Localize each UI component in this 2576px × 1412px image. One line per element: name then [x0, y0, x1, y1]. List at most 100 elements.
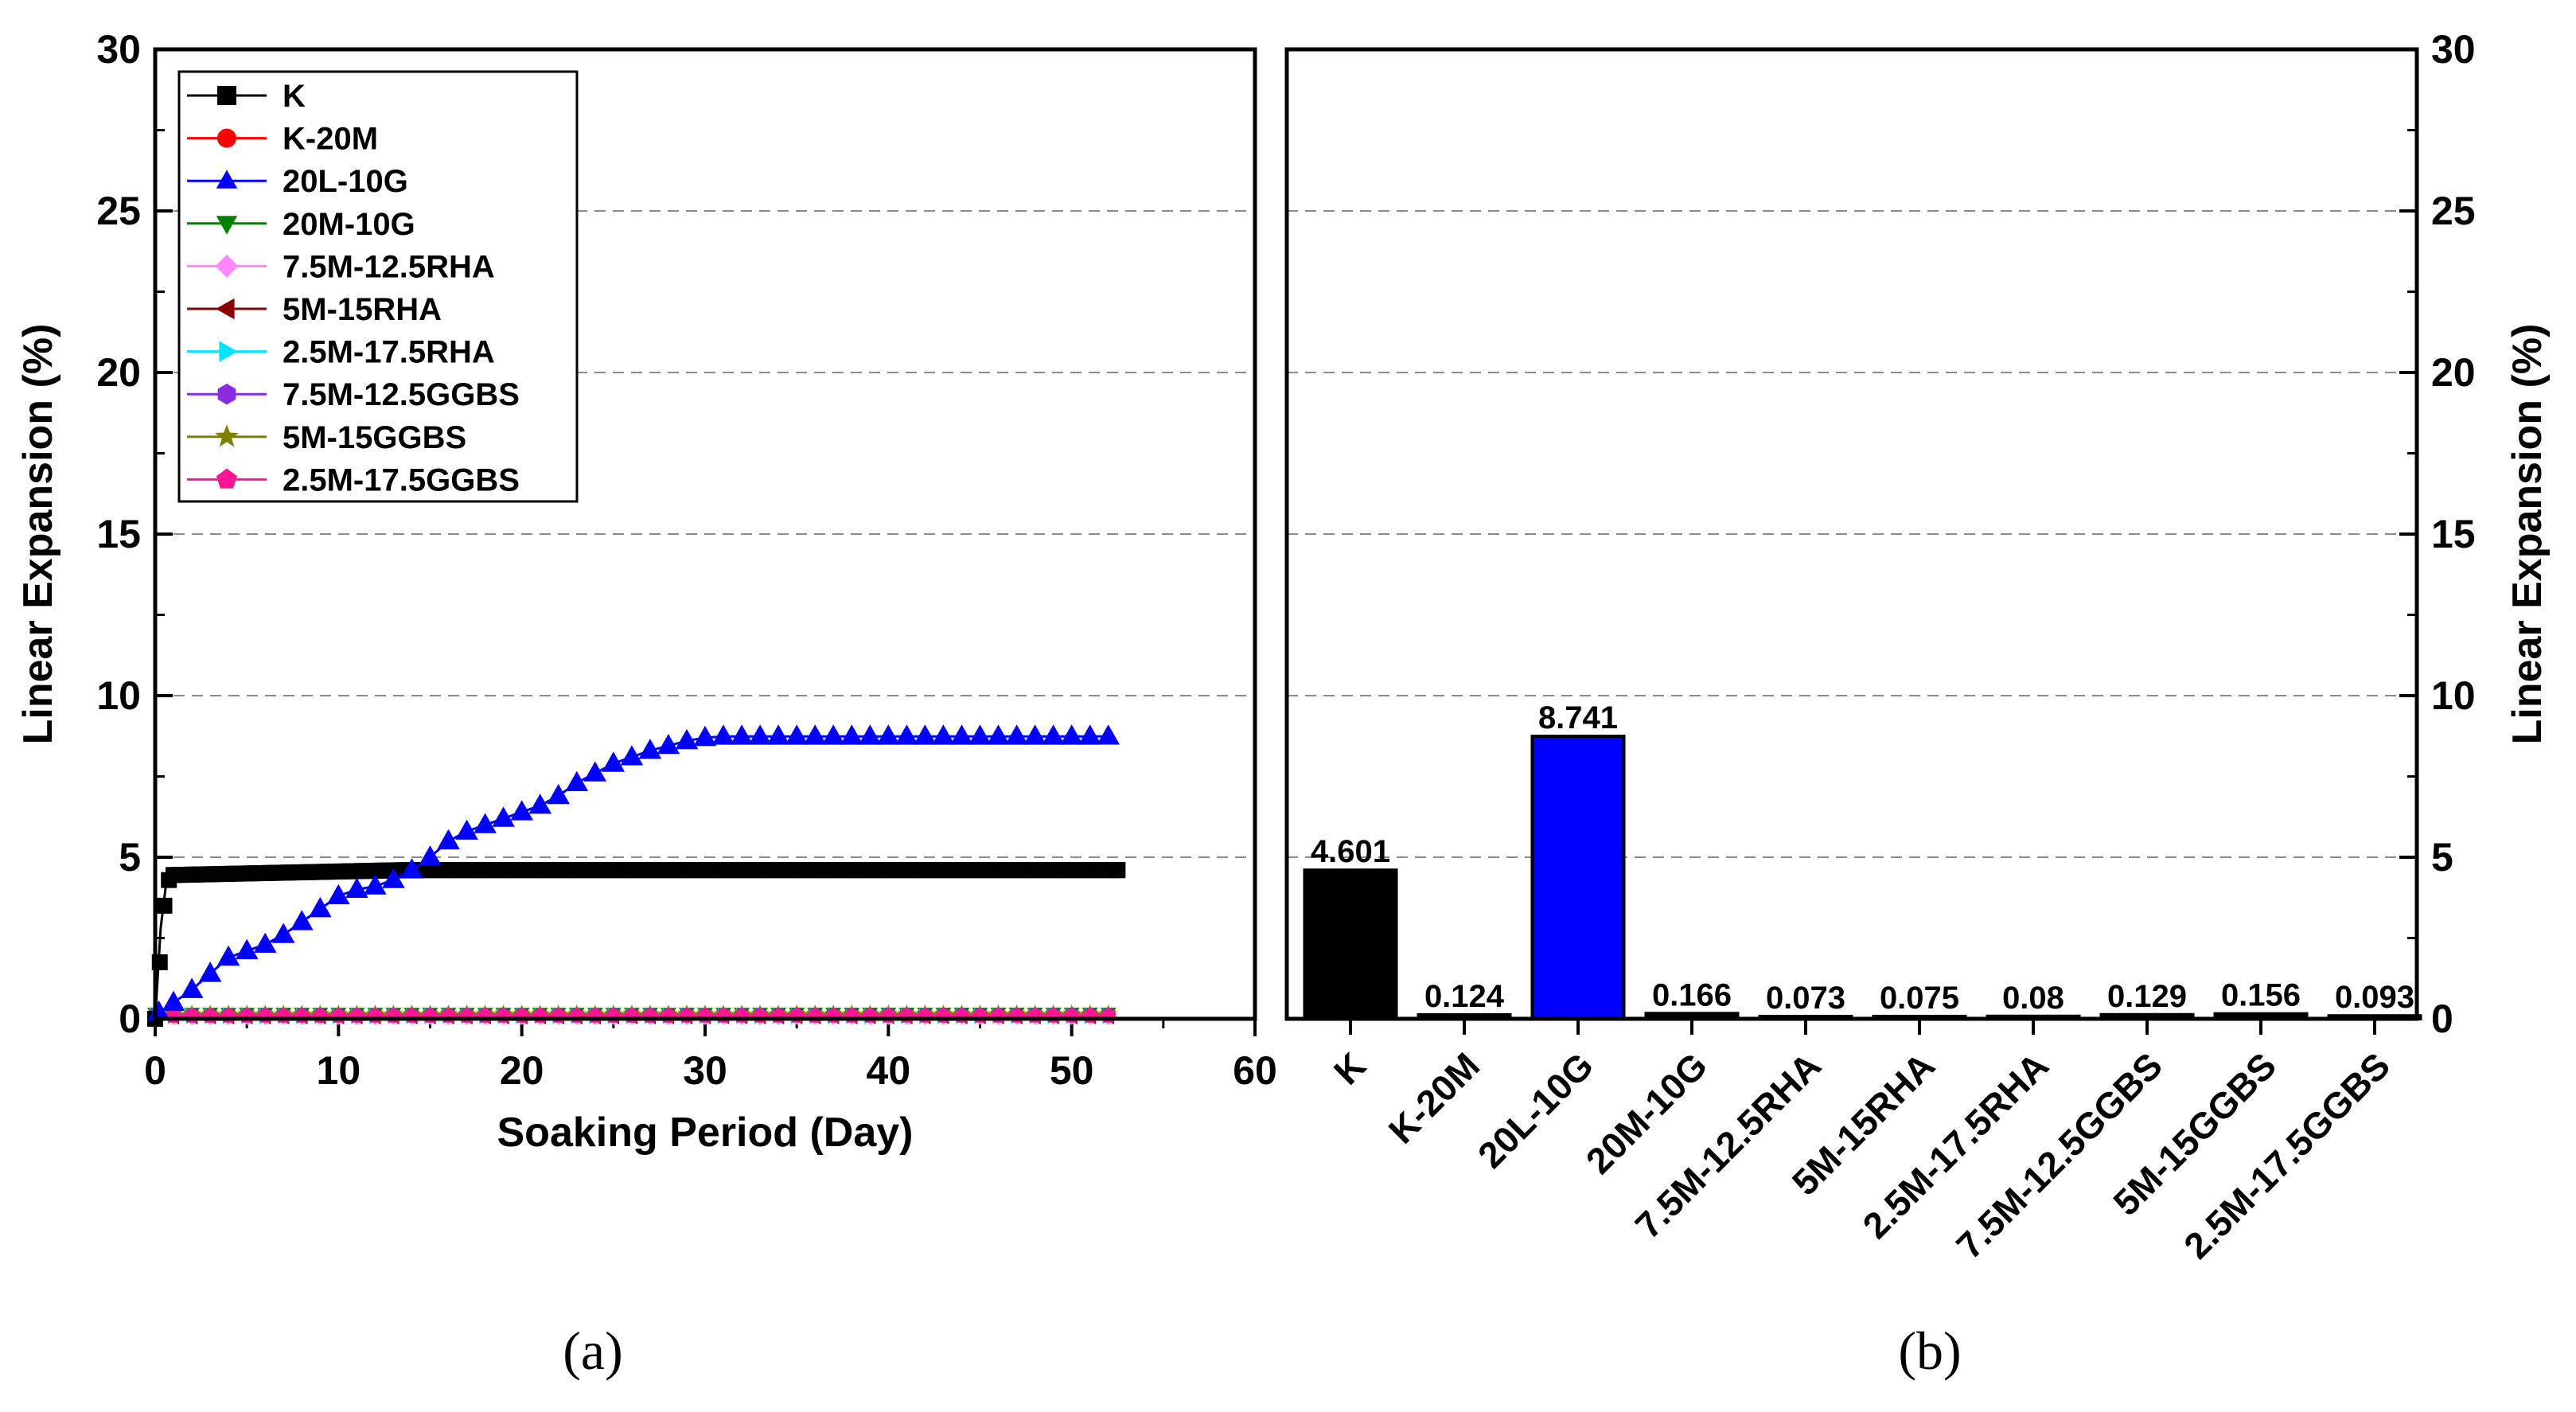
data-point	[785, 724, 809, 745]
y-tick-label-b: 30	[2431, 27, 2476, 72]
bar-value-label: 0.093	[2335, 980, 2414, 1015]
data-point	[510, 800, 533, 821]
x-tick-label-b: 2.5M-17.5GGBS	[2176, 1044, 2398, 1266]
data-point	[492, 806, 515, 827]
data-point	[895, 724, 918, 745]
y-tick-label-b: 0	[2431, 997, 2453, 1041]
data-point	[156, 897, 173, 914]
legend-label: 7.5M-12.5RHA	[283, 249, 495, 284]
data-point	[748, 724, 772, 745]
data-point	[987, 724, 1010, 745]
legend-item: 5M-15RHA	[187, 292, 442, 327]
x-tick-label-a: 30	[683, 1048, 727, 1093]
caption-b: (b)	[1898, 1320, 1961, 1381]
data-point	[693, 725, 717, 747]
data-point	[1097, 724, 1120, 745]
data-point	[180, 977, 204, 998]
data-point	[1042, 724, 1065, 745]
legend-marker	[216, 468, 238, 489]
data-point	[565, 770, 589, 791]
bar-value-label: 0.124	[1424, 979, 1505, 1014]
plot-frame-b	[1284, 47, 2419, 1021]
legend-label: 2.5M-17.5GGBS	[283, 462, 520, 497]
legend-item: 5M-15GGBS	[187, 420, 466, 455]
x-tick-label-a: 10	[317, 1048, 361, 1093]
legend-box	[177, 70, 579, 503]
y-tick-label-a: 20	[96, 350, 141, 395]
legend-item: 20L-10G	[187, 164, 408, 199]
bar-value-label: 0.156	[2221, 978, 2301, 1013]
bar-k	[1303, 868, 1398, 1020]
data-point	[235, 938, 259, 960]
legend-marker	[216, 216, 238, 235]
legend-marker	[217, 86, 236, 105]
data-point	[147, 1000, 170, 1021]
data-point	[602, 751, 625, 772]
legend-item: 2.5M-17.5RHA	[187, 335, 495, 370]
x-axis-label-a: Soaking Period (Day)	[497, 1110, 914, 1156]
y-axis-label-a: Linear Expansion (%)	[15, 324, 61, 745]
x-tick-label-b: 7.5M-12.5GGBS	[1948, 1044, 2170, 1266]
data-point	[309, 897, 332, 918]
data-point	[638, 739, 662, 759]
data-point	[840, 724, 863, 745]
bar-value-label: 4.601	[1311, 834, 1390, 869]
legend-label: 20M-10G	[283, 207, 415, 242]
legend-item: 7.5M-12.5RHA	[187, 249, 495, 284]
data-point	[914, 724, 937, 745]
legend-marker	[219, 341, 238, 362]
data-point	[950, 724, 973, 745]
data-point	[327, 883, 350, 905]
data-point	[821, 724, 845, 745]
data-point	[803, 724, 827, 745]
y-tick-label-b: 15	[2431, 512, 2476, 556]
plot-frame-a	[153, 47, 1257, 1021]
bar-value-label: 8.741	[1538, 700, 1618, 735]
data-point	[455, 819, 478, 840]
data-point	[437, 829, 460, 850]
data-point	[1060, 724, 1083, 745]
legend-label: 5M-15RHA	[283, 292, 442, 327]
legend-label: K	[283, 79, 306, 114]
data-point	[583, 761, 607, 782]
legend-label: K-20M	[283, 122, 378, 157]
data-point	[711, 724, 735, 745]
y-tick-label-a: 30	[96, 27, 141, 72]
legend-marker	[215, 424, 239, 447]
legend-label: 2.5M-17.5RHA	[283, 335, 495, 370]
data-point	[419, 845, 442, 866]
series-k	[147, 862, 1126, 1027]
data-point	[345, 877, 368, 898]
bar-value-label: 0.08	[2002, 981, 2064, 1016]
bar-20l-10g	[1530, 735, 1626, 1021]
y-tick-label-a: 25	[96, 189, 141, 233]
y-tick-label-a: 0	[119, 997, 141, 1041]
data-point	[253, 932, 277, 953]
y-tick-label-b: 20	[2431, 350, 2476, 395]
data-point	[620, 745, 644, 766]
data-point	[474, 813, 497, 833]
data-point	[1109, 862, 1126, 879]
y-tick-label-a: 5	[119, 835, 141, 880]
x-tick-label-b: K	[1326, 1044, 1374, 1092]
legend-marker	[217, 384, 236, 405]
data-point	[1078, 724, 1101, 745]
legend-label: 5M-15GGBS	[283, 420, 466, 455]
data-point	[730, 724, 754, 745]
data-point	[162, 990, 185, 1012]
legend-label: 7.5M-12.5GGBS	[283, 377, 520, 412]
legend-item: 7.5M-12.5GGBS	[187, 377, 520, 412]
y-tick-label-a: 10	[96, 673, 141, 718]
data-point	[968, 724, 992, 745]
data-point	[364, 874, 387, 895]
legend-item: 20M-10G	[187, 207, 415, 242]
data-point	[216, 945, 240, 966]
data-point	[400, 858, 423, 879]
y-axis-label-b: Linear Expansion (%)	[2504, 324, 2551, 745]
legend-item: K	[187, 79, 306, 114]
legend-label: 20L-10G	[283, 164, 408, 199]
x-tick-label-b: K-20M	[1381, 1044, 1487, 1151]
legend-item: 2.5M-17.5GGBS	[187, 462, 520, 497]
x-tick-label-a: 60	[1233, 1048, 1277, 1093]
